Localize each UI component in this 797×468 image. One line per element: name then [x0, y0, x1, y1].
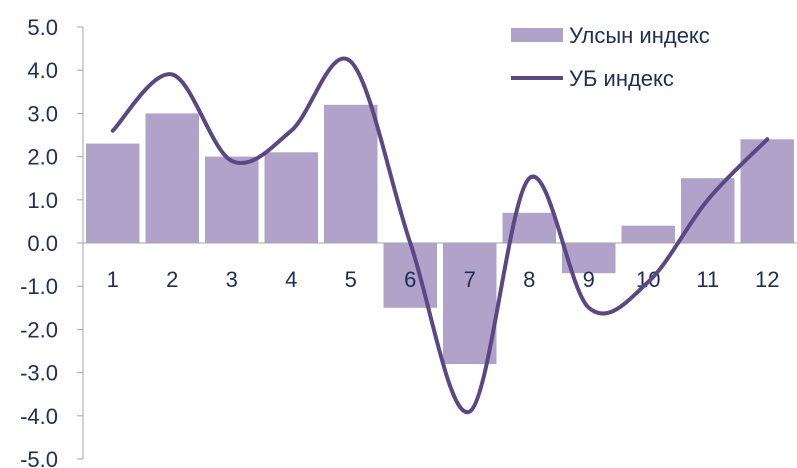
- x-tick-label: 9: [583, 267, 595, 292]
- bar-6: [383, 243, 437, 308]
- x-tick-label: 7: [464, 267, 476, 292]
- y-tick-label: 3.0: [27, 101, 58, 126]
- y-tick-label: 4.0: [27, 58, 58, 83]
- y-tick-label: -4.0: [20, 404, 58, 429]
- legend: Улсын индекс УБ индекс: [511, 23, 710, 91]
- x-tick-label: 5: [345, 267, 357, 292]
- y-tick-label: 0.0: [27, 231, 58, 256]
- y-tick-label: 5.0: [27, 15, 58, 40]
- x-tick-label: 3: [226, 267, 238, 292]
- bar-10: [621, 225, 675, 243]
- x-tick-label: 2: [166, 267, 178, 292]
- x-tick-label: 8: [523, 267, 535, 292]
- legend-swatch-bar: [511, 28, 563, 42]
- x-tick-label: 6: [404, 267, 416, 292]
- bar-11: [681, 178, 735, 243]
- y-tick-label: -3.0: [20, 361, 58, 386]
- bar-3: [205, 156, 259, 243]
- bar-1: [86, 143, 140, 243]
- line-ub-index: [110, 56, 770, 414]
- bar-7: [443, 243, 497, 364]
- bar-4: [264, 152, 318, 243]
- x-tick-labels: 1 2 3 4 5 6 7 8 9 10 11 12: [107, 267, 780, 292]
- legend-label-bar: Улсын индекс: [569, 23, 710, 48]
- y-tick-label: -2.0: [20, 317, 58, 342]
- bar-series: [86, 104, 794, 364]
- axes: [77, 26, 797, 460]
- bar-2: [145, 113, 199, 244]
- x-tick-label: 1: [107, 267, 119, 292]
- y-tick-label: 1.0: [27, 188, 58, 213]
- line-series: [110, 56, 770, 414]
- bar-5: [324, 104, 378, 243]
- legend-label-line: УБ индекс: [569, 66, 674, 91]
- y-tick-label: -5.0: [20, 447, 58, 468]
- x-tick-label: 11: [696, 267, 719, 292]
- y-tick-labels: 5.0 4.0 3.0 2.0 1.0 0.0 -1.0 -2.0 -3.0 -4.0 -5.0: [20, 15, 58, 468]
- y-tick-label: -1.0: [20, 274, 58, 299]
- x-tick-label: 12: [755, 267, 779, 292]
- y-tick-label: 2.0: [27, 145, 58, 170]
- x-tick-label: 4: [285, 267, 297, 292]
